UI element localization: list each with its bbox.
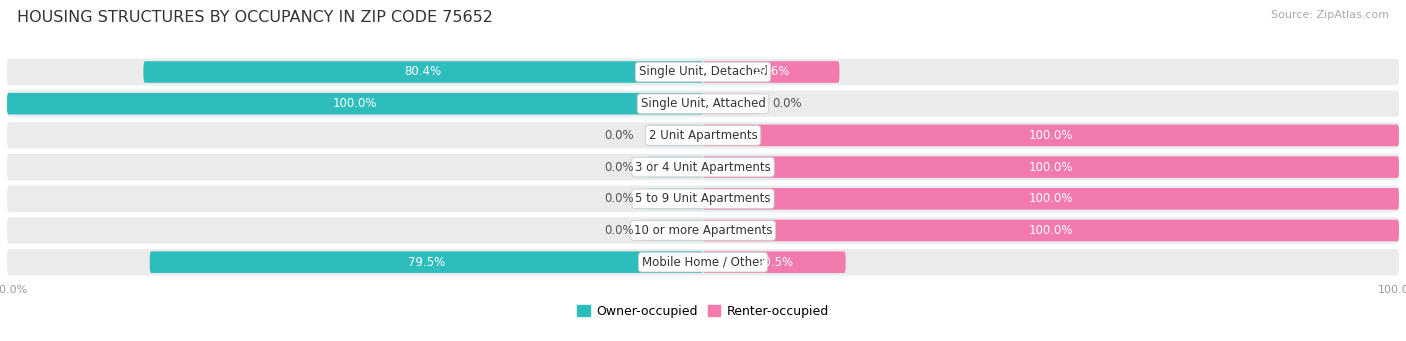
Text: 0.0%: 0.0% — [603, 129, 633, 142]
FancyBboxPatch shape — [7, 154, 1399, 180]
Text: Mobile Home / Other: Mobile Home / Other — [641, 256, 765, 269]
Text: 0.0%: 0.0% — [603, 224, 633, 237]
Text: 19.6%: 19.6% — [752, 65, 790, 78]
FancyBboxPatch shape — [7, 93, 703, 115]
FancyBboxPatch shape — [7, 59, 1399, 85]
Text: 100.0%: 100.0% — [1029, 224, 1073, 237]
Text: 79.5%: 79.5% — [408, 256, 444, 269]
Text: Source: ZipAtlas.com: Source: ZipAtlas.com — [1271, 10, 1389, 20]
FancyBboxPatch shape — [703, 220, 1399, 241]
FancyBboxPatch shape — [703, 251, 845, 273]
Text: 10 or more Apartments: 10 or more Apartments — [634, 224, 772, 237]
FancyBboxPatch shape — [143, 61, 703, 83]
FancyBboxPatch shape — [149, 251, 703, 273]
FancyBboxPatch shape — [647, 156, 703, 178]
Text: 100.0%: 100.0% — [1029, 161, 1073, 174]
Text: 80.4%: 80.4% — [405, 65, 441, 78]
FancyBboxPatch shape — [647, 220, 703, 241]
FancyBboxPatch shape — [703, 156, 1399, 178]
Text: 100.0%: 100.0% — [1029, 192, 1073, 205]
FancyBboxPatch shape — [703, 124, 1399, 146]
Text: 0.0%: 0.0% — [773, 97, 803, 110]
FancyBboxPatch shape — [7, 217, 1399, 243]
FancyBboxPatch shape — [7, 91, 1399, 117]
Text: Single Unit, Detached: Single Unit, Detached — [638, 65, 768, 78]
Text: 0.0%: 0.0% — [603, 161, 633, 174]
Legend: Owner-occupied, Renter-occupied: Owner-occupied, Renter-occupied — [572, 300, 834, 323]
Text: 100.0%: 100.0% — [1029, 129, 1073, 142]
Text: 0.0%: 0.0% — [603, 192, 633, 205]
FancyBboxPatch shape — [703, 188, 1399, 210]
FancyBboxPatch shape — [7, 122, 1399, 149]
Text: 3 or 4 Unit Apartments: 3 or 4 Unit Apartments — [636, 161, 770, 174]
FancyBboxPatch shape — [703, 61, 839, 83]
Text: HOUSING STRUCTURES BY OCCUPANCY IN ZIP CODE 75652: HOUSING STRUCTURES BY OCCUPANCY IN ZIP C… — [17, 10, 492, 25]
FancyBboxPatch shape — [647, 124, 703, 146]
Text: Single Unit, Attached: Single Unit, Attached — [641, 97, 765, 110]
Text: 5 to 9 Unit Apartments: 5 to 9 Unit Apartments — [636, 192, 770, 205]
FancyBboxPatch shape — [7, 186, 1399, 212]
FancyBboxPatch shape — [647, 188, 703, 210]
Text: 2 Unit Apartments: 2 Unit Apartments — [648, 129, 758, 142]
FancyBboxPatch shape — [7, 249, 1399, 275]
Text: 20.5%: 20.5% — [756, 256, 793, 269]
FancyBboxPatch shape — [703, 93, 759, 115]
Text: 100.0%: 100.0% — [333, 97, 377, 110]
